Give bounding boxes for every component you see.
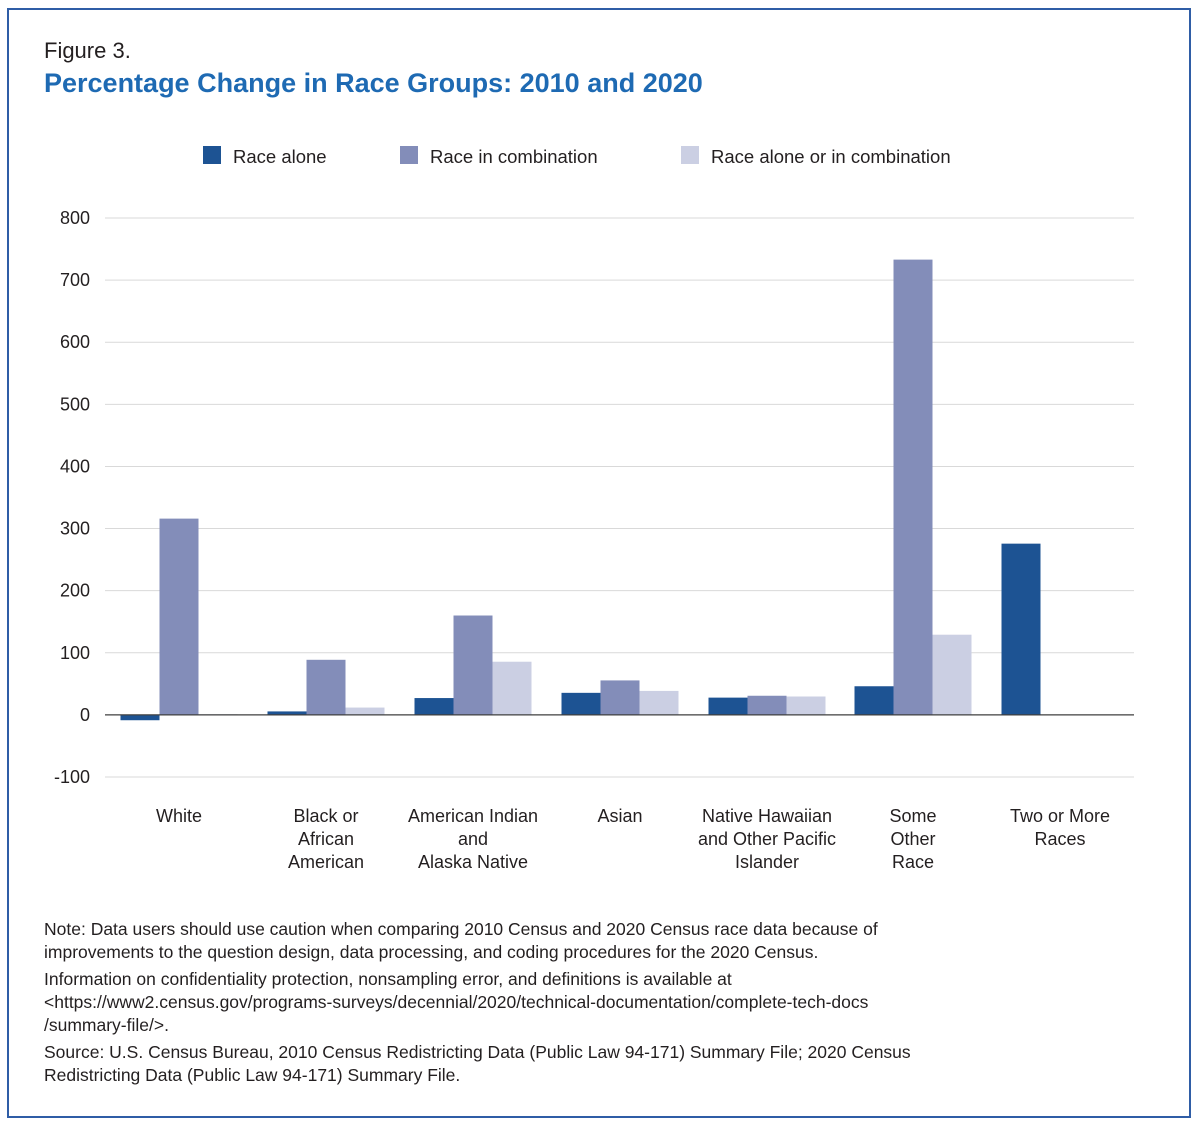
bar-1-2 bbox=[453, 615, 493, 715]
bar-1-1 bbox=[306, 659, 346, 715]
bar-chart: 800 700 600 500 400 300 200 100 0 -100 White Black … bbox=[54, 146, 1134, 872]
category-label: Some bbox=[889, 806, 936, 826]
legend-swatch-2 bbox=[681, 146, 699, 164]
bar-1-5 bbox=[893, 259, 933, 715]
notes-section: Note: Data users should use caution when… bbox=[44, 918, 1154, 1091]
y-tick-label: -100 bbox=[54, 767, 90, 787]
category-label: Asian bbox=[597, 806, 642, 826]
category-label: African bbox=[298, 829, 354, 849]
legend-swatch-0 bbox=[203, 146, 221, 164]
category-label: and bbox=[458, 829, 488, 849]
category-label: Islander bbox=[735, 852, 799, 872]
category-label: and Other Pacific bbox=[698, 829, 836, 849]
figure-label: Figure 3. bbox=[44, 38, 131, 63]
bar-2-3 bbox=[639, 690, 679, 715]
category-label: Race bbox=[892, 852, 934, 872]
info-text: Information on confidentiality protectio… bbox=[44, 969, 869, 1035]
bar-0-4 bbox=[708, 697, 748, 715]
y-tick-label: 600 bbox=[60, 332, 90, 352]
figure-border bbox=[7, 8, 1191, 1118]
y-tick-label: 400 bbox=[60, 456, 90, 476]
category-label: Two or More bbox=[1010, 806, 1110, 826]
category-label: American Indian bbox=[408, 806, 538, 826]
bar-0-0 bbox=[120, 714, 160, 721]
bar-2-1 bbox=[345, 707, 385, 715]
bar-0-6 bbox=[1001, 543, 1041, 715]
y-tick-label: 200 bbox=[60, 581, 90, 601]
bar-0-3 bbox=[561, 692, 601, 715]
y-tick-label: 300 bbox=[60, 519, 90, 539]
bar-1-0 bbox=[159, 518, 199, 715]
bar-1-3 bbox=[600, 680, 640, 715]
legend-label-2: Race alone or in combination bbox=[711, 146, 951, 167]
bar-2-5 bbox=[932, 634, 972, 715]
category-label: Races bbox=[1034, 829, 1085, 849]
legend-label-0: Race alone bbox=[233, 146, 327, 167]
category-label: American bbox=[288, 852, 364, 872]
bar-0-5 bbox=[854, 686, 894, 715]
y-tick-label: 800 bbox=[60, 208, 90, 228]
y-tick-label: 100 bbox=[60, 643, 90, 663]
y-tick-label: 500 bbox=[60, 394, 90, 414]
bar-1-4 bbox=[747, 695, 787, 715]
y-tick-label: 0 bbox=[80, 705, 90, 725]
note-text: Note: Data users should use caution when… bbox=[44, 919, 878, 962]
category-label: Black or bbox=[293, 806, 358, 826]
legend-label-1: Race in combination bbox=[430, 146, 598, 167]
bar-2-2 bbox=[492, 661, 532, 715]
category-label: White bbox=[156, 806, 202, 826]
bar-0-1 bbox=[267, 711, 307, 715]
legend-swatch-1 bbox=[400, 146, 418, 164]
bar-2-4 bbox=[786, 696, 826, 715]
source-text: Source: U.S. Census Bureau, 2010 Census … bbox=[44, 1042, 911, 1085]
category-label: Alaska Native bbox=[418, 852, 528, 872]
bar-0-2 bbox=[414, 698, 454, 715]
chart-title: Percentage Change in Race Groups: 2010 a… bbox=[44, 68, 703, 98]
y-tick-label: 700 bbox=[60, 270, 90, 290]
category-label: Native Hawaiian bbox=[702, 806, 832, 826]
category-label: Other bbox=[890, 829, 935, 849]
